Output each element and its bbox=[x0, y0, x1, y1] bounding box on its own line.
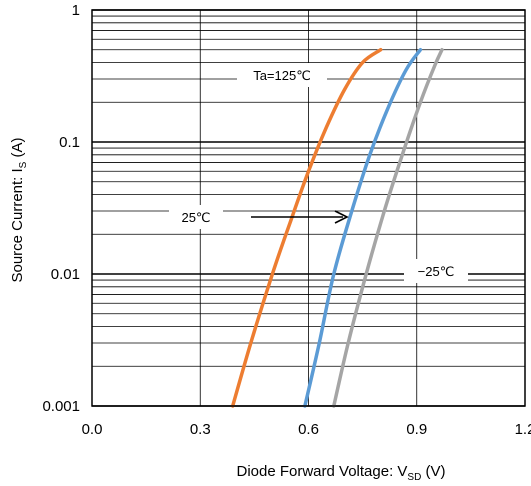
x-tick-label: 0.0 bbox=[82, 421, 103, 438]
series-annotations: Ta=125℃ 25℃ −25℃ bbox=[169, 63, 468, 283]
x-tick-label: 0.6 bbox=[298, 421, 319, 438]
y-tick-labels: 1 0.1 0.01 0.001 bbox=[42, 2, 80, 415]
x-tick-labels: 0.0 0.3 0.6 0.9 1.2 bbox=[82, 421, 531, 438]
y-tick-label: 0.1 bbox=[59, 134, 80, 151]
y-tick-label: 0.001 bbox=[42, 398, 80, 415]
annotation-arrow-head bbox=[334, 210, 349, 224]
series-line-2 bbox=[332, 47, 444, 408]
annotation-box bbox=[169, 205, 223, 229]
annotation-label: 25℃ bbox=[181, 210, 210, 225]
y-tick-label: 1 bbox=[72, 2, 80, 19]
y-tick-label: 0.01 bbox=[51, 266, 80, 283]
x-tick-label: 1.2 bbox=[515, 421, 531, 438]
series-line-1 bbox=[303, 47, 423, 408]
plot-frame bbox=[91, 9, 526, 407]
annotation-box bbox=[237, 63, 327, 87]
annotation-box bbox=[404, 259, 468, 283]
series-line-0 bbox=[230, 47, 383, 408]
x-axis-label: Diode Forward Voltage: VSD (V) bbox=[236, 463, 445, 483]
x-tick-label: 0.9 bbox=[406, 421, 427, 438]
annotation-label: Ta=125℃ bbox=[253, 68, 311, 83]
annotation-label: −25℃ bbox=[418, 264, 455, 279]
series-lines bbox=[230, 47, 444, 408]
y-axis-label: Source Current: IS (A) bbox=[9, 137, 29, 282]
x-tick-label: 0.3 bbox=[190, 421, 211, 438]
